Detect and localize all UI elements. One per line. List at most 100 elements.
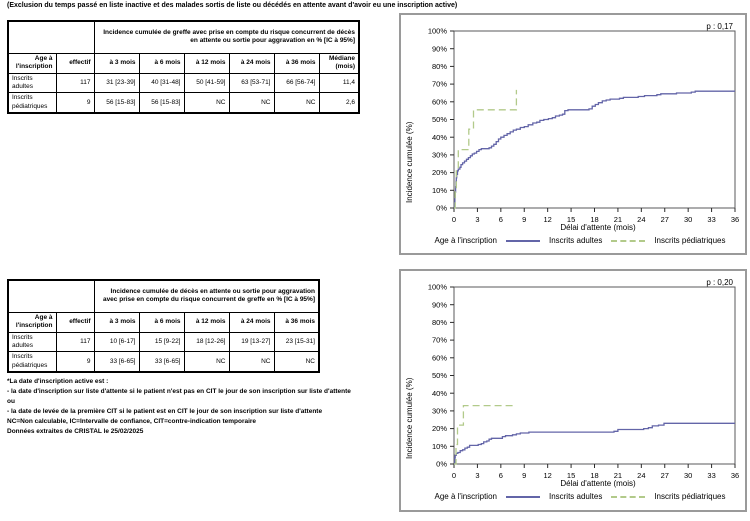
cell-effectif: 9 xyxy=(55,351,95,373)
svg-text:36: 36 xyxy=(731,471,739,480)
col-header-mediane: Médiane (mois) xyxy=(318,52,360,74)
svg-text:90%: 90% xyxy=(432,44,447,53)
footnote-line: - la date de levée de la première CIT si… xyxy=(7,408,323,416)
footnote-line: NC=Non calculable, IC=Intervalle de conf… xyxy=(7,418,257,426)
footnote-line: - la date d'inscription sur liste d'atte… xyxy=(7,388,351,396)
svg-text:15: 15 xyxy=(567,471,575,480)
svg-text:10%: 10% xyxy=(432,442,447,451)
col-header-24mois: à 24 mois xyxy=(228,52,275,74)
svg-text:18: 18 xyxy=(590,215,598,224)
table-row: Incidence cumulée de décès en attente ou… xyxy=(7,279,320,313)
svg-text:70%: 70% xyxy=(432,336,447,345)
cell-24mois: 63 [53-71] xyxy=(228,72,275,94)
p-value: p : 0,20 xyxy=(706,278,733,287)
table-row-pediatriques: Inscrits pédiatriques 9 56 [15-83] 56 [1… xyxy=(7,92,360,114)
svg-text:90%: 90% xyxy=(432,300,447,309)
svg-text:0: 0 xyxy=(452,215,456,224)
col-header-6mois: à 6 mois xyxy=(138,311,185,333)
cell-effectif: 9 xyxy=(55,92,95,114)
cell-36mois: NC xyxy=(273,351,320,373)
cell-12mois: 18 [12-26] xyxy=(183,331,230,353)
col-header-6mois: à 6 mois xyxy=(138,52,185,74)
svg-text:18: 18 xyxy=(590,471,598,480)
col-header-age: Age à l'inscription xyxy=(7,52,57,74)
y-axis-title: Incidence cumulée (%) xyxy=(405,121,414,203)
cell-12mois: 50 [41-59] xyxy=(183,72,230,94)
table-incidence-deces: Incidence cumulée de décès en attente ou… xyxy=(7,279,320,374)
svg-text:100%: 100% xyxy=(428,27,448,36)
col-header-effectif: effectif xyxy=(55,311,95,333)
svg-text:27: 27 xyxy=(661,471,669,480)
cell-6mois: 40 [31-48] xyxy=(138,72,185,94)
svg-text:30: 30 xyxy=(684,471,692,480)
svg-text:80%: 80% xyxy=(432,62,447,71)
svg-text:30%: 30% xyxy=(432,151,447,160)
chart-incidence-greffe: p : 0,17 Incidence cumulée (%) 0% 10% 20% 3… xyxy=(399,13,747,255)
col-header-12mois: à 12 mois xyxy=(183,52,230,74)
col-header-36mois: à 36 mois xyxy=(273,52,320,74)
legend-label-adultes: Inscrits adultes xyxy=(548,236,603,245)
svg-text:20%: 20% xyxy=(432,168,447,177)
x-axis-title: Délai d'attente (mois) xyxy=(560,223,636,232)
svg-text:10%: 10% xyxy=(432,186,447,195)
svg-text:24: 24 xyxy=(637,215,645,224)
legend-line-adultes-icon xyxy=(505,495,540,498)
table-row: Incidence cumulée de greffe avec prise e… xyxy=(7,20,360,54)
col-header-24mois: à 24 mois xyxy=(228,311,275,333)
col-header-36mois: à 36 mois xyxy=(273,311,320,333)
svg-text:80%: 80% xyxy=(432,318,447,327)
cell-36mois: NC xyxy=(273,92,320,114)
group-header: Incidence cumulée de greffe avec prise e… xyxy=(93,20,360,54)
col-header-12mois: à 12 mois xyxy=(183,311,230,333)
row-label: Inscrits adultes xyxy=(7,72,57,94)
corner-cell xyxy=(7,20,95,54)
cell-12mois: NC xyxy=(183,92,230,114)
table-row-adultes: Inscrits adultes 117 10 [6-17] 15 [9-22]… xyxy=(7,331,320,353)
p-value: p : 0,17 xyxy=(706,22,733,31)
svg-text:9: 9 xyxy=(522,215,526,224)
cell-36mois: 23 [15-31] xyxy=(273,331,320,353)
svg-text:6: 6 xyxy=(499,471,503,480)
col-header-3mois: à 3 mois xyxy=(93,52,140,74)
plot-area: 0%10%20%30%40%50%60%70%80%90%100%0 3 6 9 12 1… xyxy=(428,283,739,480)
legend: Age à l'inscription Inscrits adultes Ins… xyxy=(401,492,745,501)
cell-6mois: 15 [9-22] xyxy=(138,331,185,353)
cell-24mois: NC xyxy=(228,351,275,373)
svg-text:50%: 50% xyxy=(432,371,447,380)
corner-cell xyxy=(7,279,95,313)
svg-text:30%: 30% xyxy=(432,407,447,416)
svg-text:27: 27 xyxy=(661,215,669,224)
svg-text:33: 33 xyxy=(707,471,715,480)
svg-text:3: 3 xyxy=(475,215,479,224)
table-incidence-greffe: Incidence cumulée de greffe avec prise e… xyxy=(7,20,360,115)
cell-6mois: 33 [6-65] xyxy=(138,351,185,373)
cell-mediane: 2,6 xyxy=(318,92,360,114)
legend: Age à l'inscription Inscrits adultes Ins… xyxy=(401,236,745,245)
svg-text:3: 3 xyxy=(475,471,479,480)
footnotes: *La date d'inscription active est : - la… xyxy=(7,377,427,437)
svg-text:60%: 60% xyxy=(432,353,447,362)
table-header-row: Age à l'inscription effectif à 3 mois à … xyxy=(7,52,360,74)
row-label: Inscrits adultes xyxy=(7,331,57,353)
svg-text:12: 12 xyxy=(543,471,551,480)
table-header-row: Age à l'inscription effectif à 3 mois à … xyxy=(7,311,320,333)
footnote-line: *La date d'inscription active est : xyxy=(7,378,109,385)
cell-3mois: 10 [6-17] xyxy=(93,331,140,353)
svg-text:60%: 60% xyxy=(432,97,447,106)
cell-3mois: 56 [15-83] xyxy=(93,92,140,114)
svg-text:50%: 50% xyxy=(432,115,447,124)
legend-label-pediatriques: Inscrits pédiatriques xyxy=(654,492,726,501)
cell-mediane: 11,4 xyxy=(318,72,360,94)
footnote-line: Données extraites de CRISTAL le 25/02/20… xyxy=(7,428,144,436)
legend-title: Age à l'inscription xyxy=(434,236,497,245)
svg-text:0%: 0% xyxy=(436,460,447,469)
svg-text:6: 6 xyxy=(499,215,503,224)
legend-line-adultes-icon xyxy=(505,239,540,242)
cell-12mois: NC xyxy=(183,351,230,373)
col-header-effectif: effectif xyxy=(55,52,95,74)
legend-title: Age à l'inscription xyxy=(434,492,497,501)
table-row-adultes: Inscrits adultes 117 31 [23-39] 40 [31-4… xyxy=(7,72,360,94)
svg-text:70%: 70% xyxy=(432,80,447,89)
svg-text:33: 33 xyxy=(707,215,715,224)
cell-24mois: NC xyxy=(228,92,275,114)
